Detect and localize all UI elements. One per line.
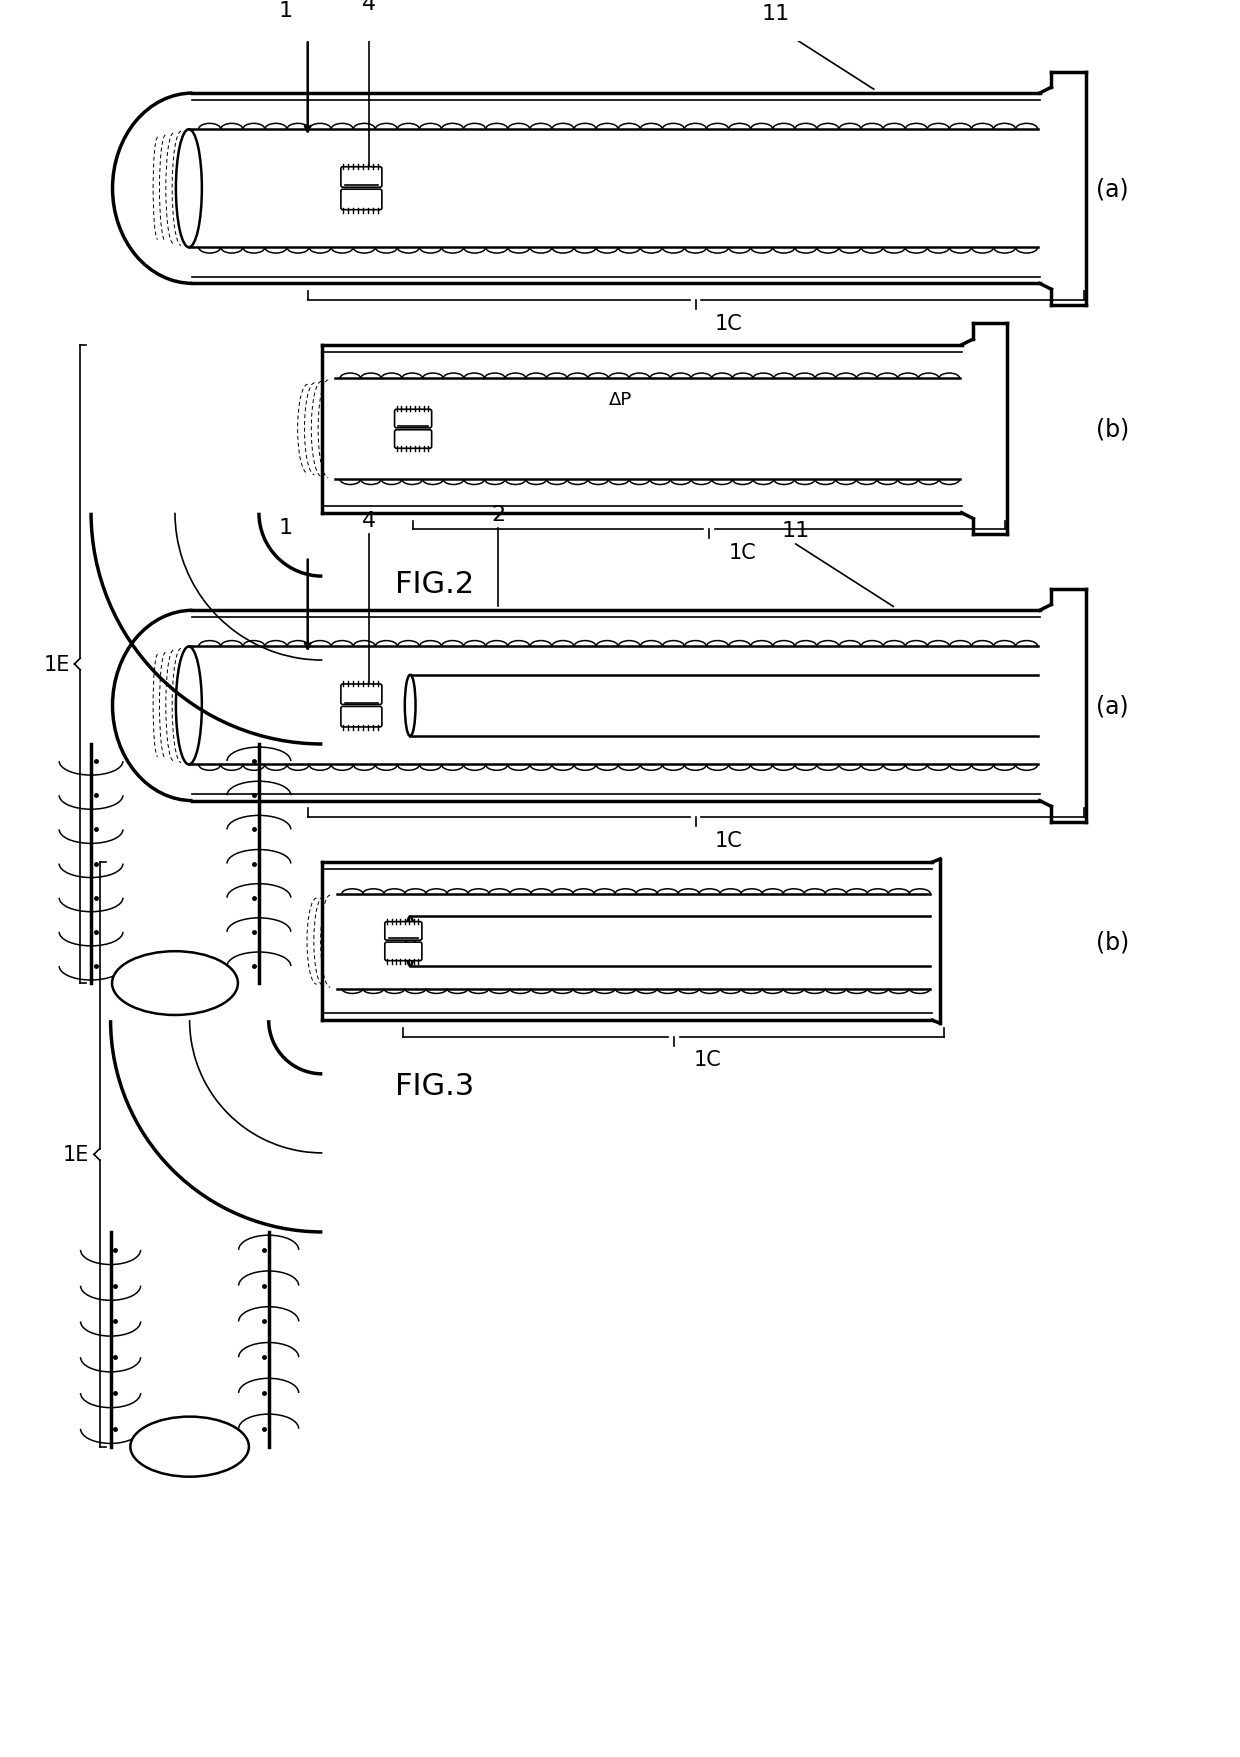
FancyBboxPatch shape <box>394 430 432 450</box>
Text: 1E: 1E <box>63 1146 89 1165</box>
Text: 1C: 1C <box>715 831 743 850</box>
FancyBboxPatch shape <box>410 675 1038 736</box>
Text: 11: 11 <box>781 520 810 541</box>
Text: 1: 1 <box>278 0 293 21</box>
FancyBboxPatch shape <box>341 706 382 727</box>
FancyBboxPatch shape <box>341 685 382 705</box>
Text: ΔP: ΔP <box>609 392 631 409</box>
Text: 1C: 1C <box>715 313 743 334</box>
Text: 11: 11 <box>763 4 790 25</box>
FancyBboxPatch shape <box>384 922 422 940</box>
Text: (b): (b) <box>1096 418 1130 441</box>
Text: 1C: 1C <box>693 1051 720 1070</box>
Text: 1C: 1C <box>729 543 756 562</box>
FancyBboxPatch shape <box>384 942 422 961</box>
FancyBboxPatch shape <box>410 917 930 966</box>
Text: 4: 4 <box>362 0 376 14</box>
FancyBboxPatch shape <box>341 167 382 188</box>
Text: 2: 2 <box>491 504 505 525</box>
Ellipse shape <box>112 952 238 1016</box>
Text: (b): (b) <box>1096 929 1130 954</box>
Text: 1E: 1E <box>43 655 69 675</box>
FancyBboxPatch shape <box>394 409 432 429</box>
Text: 1: 1 <box>278 518 293 538</box>
FancyBboxPatch shape <box>341 190 382 211</box>
Text: FIG.3: FIG.3 <box>396 1072 474 1100</box>
Ellipse shape <box>130 1416 249 1478</box>
Ellipse shape <box>404 675 415 736</box>
Text: FIG.2: FIG.2 <box>396 569 474 599</box>
Text: 4: 4 <box>362 511 376 531</box>
Ellipse shape <box>405 917 414 966</box>
Text: (a): (a) <box>1096 177 1128 200</box>
Text: (a): (a) <box>1096 694 1128 719</box>
